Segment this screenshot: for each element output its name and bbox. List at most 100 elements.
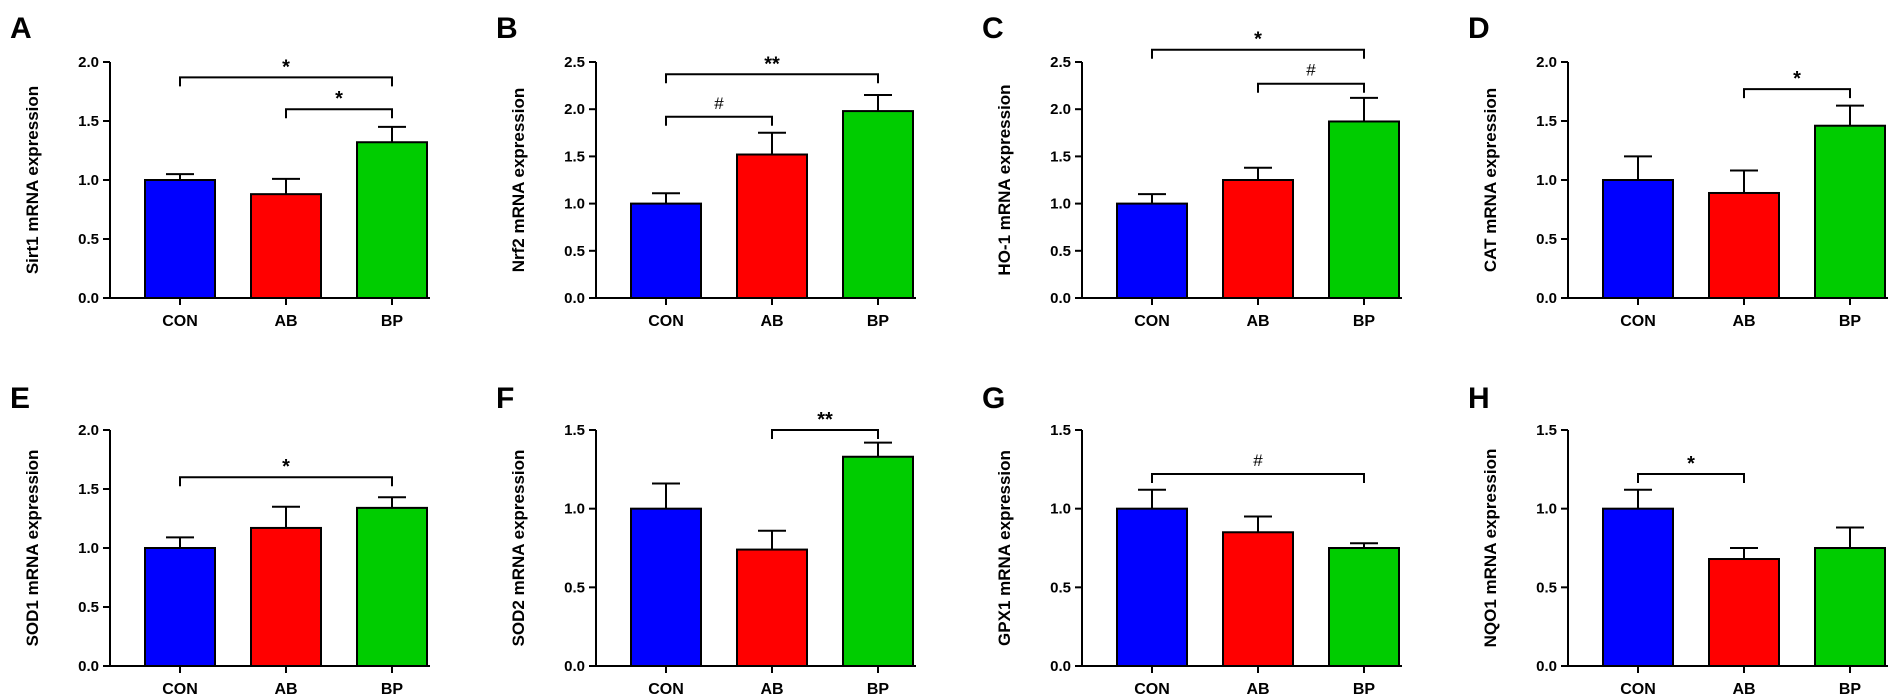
significance-bracket xyxy=(179,476,393,487)
panel-letter: G xyxy=(982,382,1005,415)
y-tick-label: 1.0 xyxy=(564,501,585,518)
y-tick-label: 1.5 xyxy=(564,422,585,439)
category-label-ab: AB xyxy=(274,313,297,330)
y-tick-label: 2.0 xyxy=(564,101,585,118)
y-tick-label: 0.0 xyxy=(1050,290,1071,307)
y-axis-label: HO-1 mRNA expression xyxy=(995,84,1014,275)
category-label-bp: BP xyxy=(867,681,890,696)
bar-ab xyxy=(1222,179,1294,299)
y-tick-label: 0.5 xyxy=(78,231,99,248)
significance-bracket xyxy=(179,76,393,87)
y-tick-label: 1.0 xyxy=(1050,501,1071,518)
category-label-con: CON xyxy=(162,681,198,696)
bar-con xyxy=(630,202,702,300)
bar-bp xyxy=(842,455,914,667)
y-tick-label: 0.0 xyxy=(78,658,99,675)
y-tick-label: 0.0 xyxy=(564,290,585,307)
panel-c: C HO-1 mRNA expression 0.0 0.5 1.0 1.5 2.0 2.5 C… xyxy=(982,12,1402,330)
y-tick-label: 0.0 xyxy=(1536,290,1557,307)
y-axis-label: SOD2 mRNA expression xyxy=(509,450,528,647)
bar-con xyxy=(1116,202,1188,300)
y-tick-label: 0.5 xyxy=(564,243,585,260)
significance-label: # xyxy=(1306,61,1316,80)
y-axis-label: Sirt1 mRNA expression xyxy=(23,86,42,274)
panel-d: D CAT mRNA expression 0.0 0.5 1.0 1.5 2.0 CON AB… xyxy=(1468,12,1888,330)
y-tick-label: 0.5 xyxy=(78,599,99,616)
bar-bp xyxy=(1814,547,1886,667)
bar-con xyxy=(1602,507,1674,667)
category-label-ab: AB xyxy=(1246,681,1269,696)
bar-bp xyxy=(356,141,428,299)
y-tick-label: 1.5 xyxy=(1536,113,1557,130)
panel-e: E SOD1 mRNA expression 0.0 0.5 1.0 1.5 2.0 CON A… xyxy=(10,382,430,696)
y-tick-label: 0.5 xyxy=(1050,243,1071,260)
y-tick-label: 0.5 xyxy=(564,579,585,596)
category-label-con: CON xyxy=(162,313,198,330)
bar-ab xyxy=(250,526,322,667)
y-tick-label: 1.5 xyxy=(78,113,99,130)
significance-label: * xyxy=(335,88,343,110)
category-label-ab: AB xyxy=(274,681,297,696)
category-label-bp: BP xyxy=(1839,681,1862,696)
panel-letter: B xyxy=(496,12,518,45)
bar-bp xyxy=(1328,120,1400,299)
y-tick-label: 0.0 xyxy=(1050,658,1071,675)
category-label-bp: BP xyxy=(1353,681,1376,696)
category-label-bp: BP xyxy=(867,313,890,330)
panel-h: H NQO1 mRNA expression 0.0 0.5 1.0 1.5 CON AB BP… xyxy=(1468,382,1888,696)
y-tick-label: 1.0 xyxy=(1536,501,1557,518)
panel-letter: F xyxy=(496,382,514,415)
category-label-con: CON xyxy=(1134,313,1170,330)
y-tick-label: 1.0 xyxy=(564,196,585,213)
y-tick-label: 2.0 xyxy=(1050,101,1071,118)
significance-label: # xyxy=(1253,451,1263,470)
significance-bracket xyxy=(1151,473,1365,484)
y-tick-label: 0.0 xyxy=(564,658,585,675)
significance-bracket xyxy=(285,108,393,119)
category-label-bp: BP xyxy=(1839,313,1862,330)
significance-bracket xyxy=(1743,88,1851,99)
y-tick-label: 1.0 xyxy=(78,540,99,557)
y-tick-label: 2.5 xyxy=(564,54,585,71)
bar-bp xyxy=(842,110,914,299)
category-label-con: CON xyxy=(1134,681,1170,696)
bar-bp xyxy=(1814,124,1886,299)
y-tick-label: 2.0 xyxy=(78,422,99,439)
bar-ab xyxy=(1222,531,1294,667)
y-tick-label: 0.0 xyxy=(1536,658,1557,675)
category-label-ab: AB xyxy=(1246,313,1269,330)
y-tick-label: 2.0 xyxy=(1536,54,1557,71)
significance-bracket xyxy=(665,73,879,84)
bar-con xyxy=(144,547,216,667)
category-label-ab: AB xyxy=(760,681,783,696)
y-axis-label: CAT mRNA expression xyxy=(1481,88,1500,272)
y-tick-label: 0.0 xyxy=(78,290,99,307)
y-axis-label: SOD1 mRNA expression xyxy=(23,450,42,647)
y-tick-label: 1.0 xyxy=(1536,172,1557,189)
significance-bracket xyxy=(665,115,773,126)
bar-con xyxy=(630,507,702,667)
significance-label: ** xyxy=(817,409,833,431)
panel-letter: C xyxy=(982,12,1004,45)
y-tick-label: 0.5 xyxy=(1536,579,1557,596)
bar-ab xyxy=(1708,191,1780,299)
y-axis-label: NQO1 mRNA expression xyxy=(1481,449,1500,648)
panel-g: G GPX1 mRNA expression 0.0 0.5 1.0 1.5 CON AB BP… xyxy=(982,382,1402,696)
y-tick-label: 1.5 xyxy=(564,148,585,165)
category-label-bp: BP xyxy=(1353,313,1376,330)
category-label-ab: AB xyxy=(760,313,783,330)
panel-a: A Sirt1 mRNA expression 0.0 0.5 1.0 1.5 2.0 CON… xyxy=(10,12,430,330)
category-label-con: CON xyxy=(648,681,684,696)
category-label-ab: AB xyxy=(1732,681,1755,696)
panel-letter: D xyxy=(1468,12,1490,45)
panel-letter: A xyxy=(10,12,32,45)
y-tick-label: 1.5 xyxy=(1536,422,1557,439)
significance-bracket xyxy=(771,429,879,439)
significance-label: * xyxy=(282,56,290,78)
significance-bracket xyxy=(1151,48,1365,59)
bar-con xyxy=(144,179,216,299)
panel-letter: H xyxy=(1468,382,1490,415)
bar-bp xyxy=(356,506,428,667)
bar-con xyxy=(1602,179,1674,299)
